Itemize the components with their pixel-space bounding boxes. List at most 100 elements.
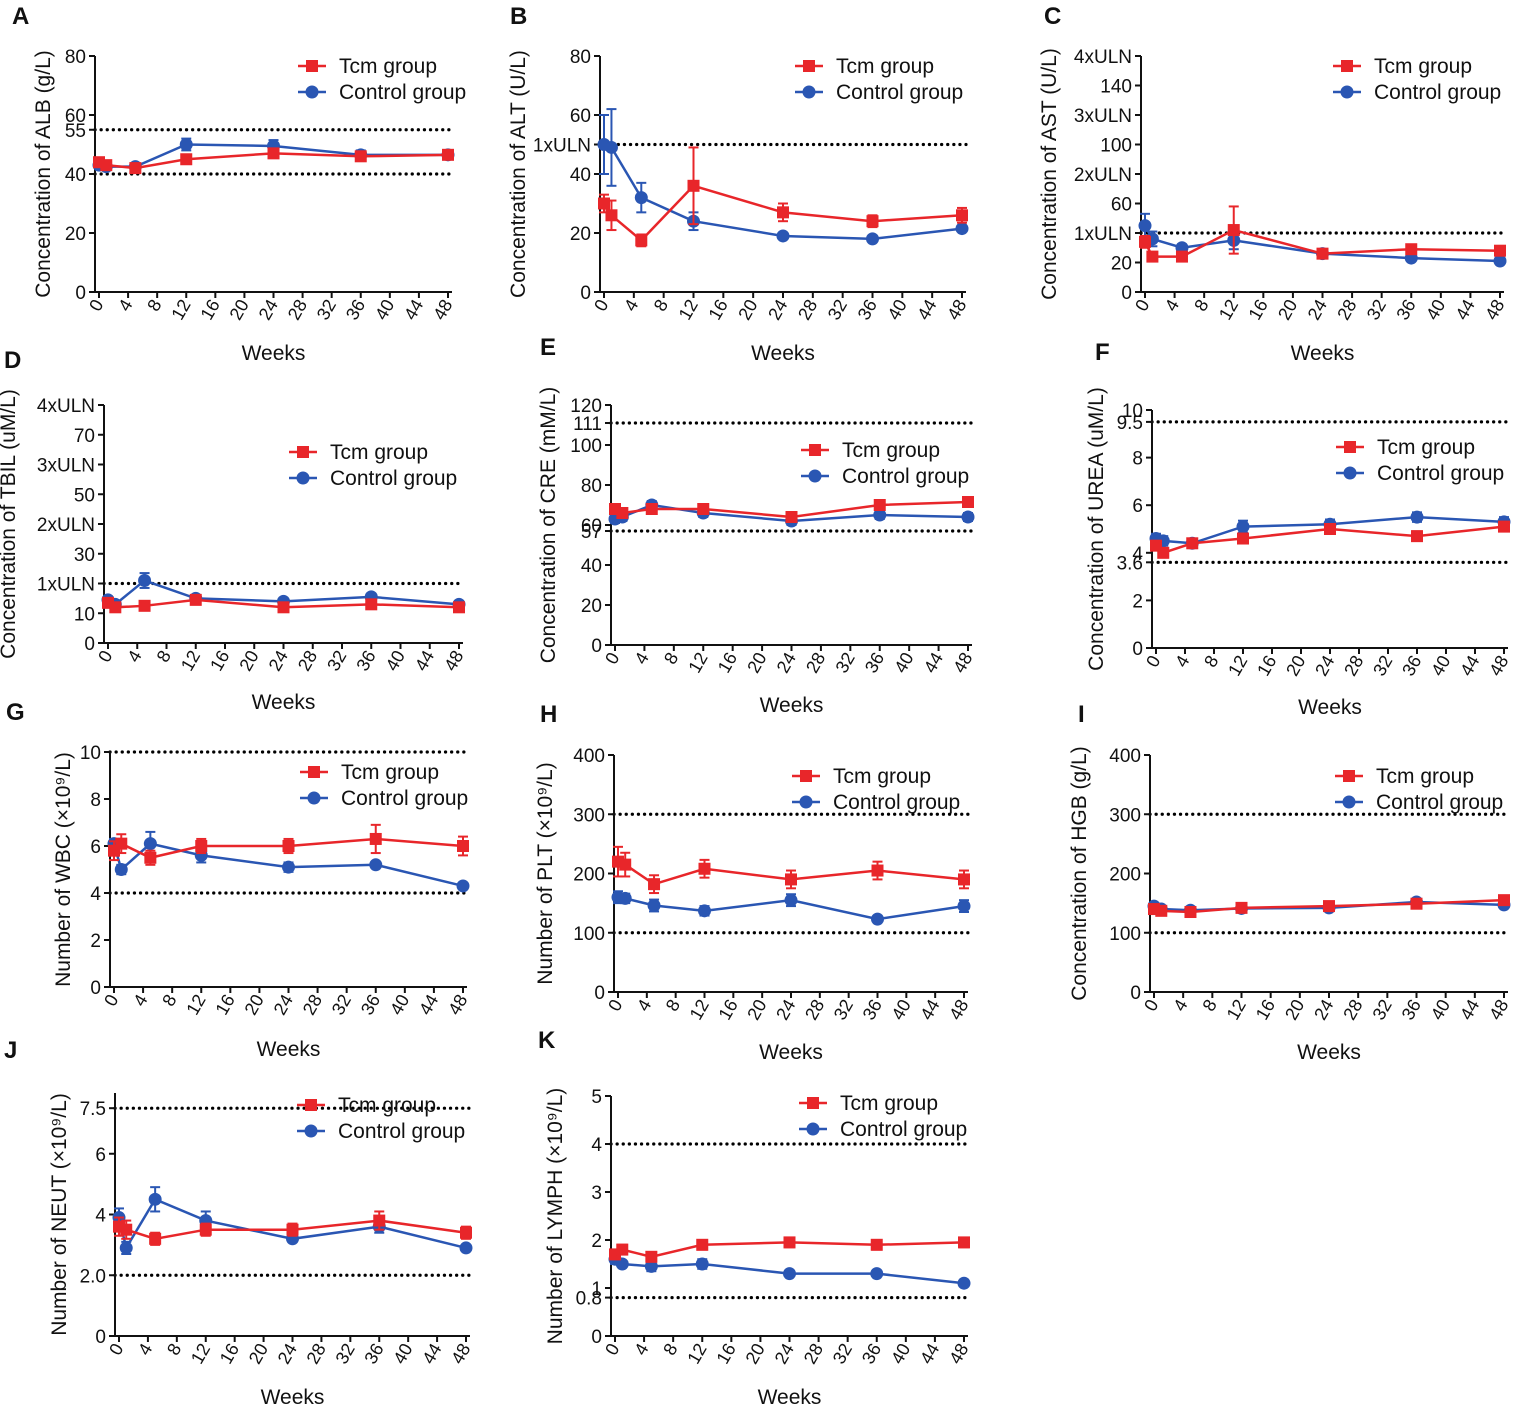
- data-point: [957, 1276, 971, 1290]
- legend-label: Tcm group: [833, 765, 931, 788]
- x-tick-label: 28: [1339, 996, 1366, 1023]
- x-tick-label: 12: [686, 996, 713, 1023]
- x-tick-label: 20: [742, 1340, 769, 1367]
- x-tick-label: 16: [714, 649, 741, 676]
- y-axis-title: Concentration of UREA (uM/L): [1085, 387, 1108, 671]
- y-tick-label: 8: [1132, 449, 1143, 470]
- series-control: [107, 830, 470, 893]
- x-tick-label: 16: [1253, 652, 1280, 679]
- x-tick-label: 4: [123, 647, 145, 666]
- legend-label: Tcm group: [842, 439, 940, 462]
- y-tick-label: 111: [573, 414, 602, 435]
- x-tick-label: 0: [100, 991, 122, 1010]
- x-tick-label: 40: [1427, 996, 1454, 1023]
- x-tick-label: 44: [916, 996, 943, 1023]
- data-point: [604, 140, 618, 154]
- y-tick-label: 0: [95, 1327, 106, 1348]
- y-axis-title: Concentration of AST (U/L): [1038, 48, 1061, 300]
- x-tick-label: 40: [386, 991, 413, 1018]
- data-point: [647, 898, 661, 912]
- series-tcm: [113, 1210, 472, 1246]
- x-tick-label: 44: [916, 1340, 943, 1367]
- data-point: [1410, 897, 1423, 910]
- x-tick-label: 32: [830, 996, 857, 1023]
- data-point: [870, 1267, 884, 1281]
- x-tick-label: 12: [167, 296, 194, 323]
- legend: Tcm group Control group: [289, 441, 457, 490]
- x-tick-label: 40: [382, 647, 409, 674]
- y-tick-label: 3: [591, 1183, 602, 1204]
- legend-marker: [1340, 85, 1354, 99]
- x-tick-label: 24: [265, 647, 292, 674]
- x-tick-label: 40: [883, 296, 910, 323]
- data-point: [955, 222, 969, 236]
- y-tick-label: 0.8: [576, 1289, 602, 1310]
- legend: Tcm group Control group: [792, 765, 960, 814]
- panel-letter: K: [538, 1027, 556, 1054]
- data-point: [866, 232, 879, 246]
- y-tick-label: 400: [573, 746, 605, 767]
- x-axis-title: Weeks: [242, 342, 306, 365]
- x-tick-label: 0: [1140, 996, 1162, 1015]
- y-tick-label: 6: [1132, 496, 1143, 517]
- x-tick-label: 16: [1244, 296, 1271, 323]
- data-point: [615, 1257, 629, 1271]
- data-point: [645, 503, 658, 515]
- x-tick-label: 44: [1456, 652, 1483, 679]
- data-point: [785, 873, 797, 886]
- series-tcm: [609, 1236, 970, 1263]
- legend-label: Control group: [840, 1118, 967, 1141]
- x-tick-label: 24: [772, 996, 799, 1023]
- data-point: [1237, 532, 1249, 545]
- x-tick-label: 36: [357, 991, 384, 1018]
- data-point: [369, 858, 383, 872]
- legend: Tcm group Control group: [1335, 765, 1503, 814]
- y-tick-label: 40: [570, 165, 591, 186]
- x-tick-label: 4: [631, 649, 653, 668]
- x-tick-label: 36: [854, 296, 881, 323]
- y-tick-label: 2.0: [80, 1266, 106, 1287]
- y-tick-label: 4: [1132, 544, 1143, 565]
- legend-label: Control group: [341, 787, 468, 810]
- y-tick-label: 3.6: [1117, 553, 1143, 574]
- x-tick-label: 48: [444, 991, 471, 1018]
- data-point: [1235, 901, 1248, 914]
- data-point: [138, 574, 152, 588]
- legend-label: Tcm group: [836, 55, 934, 78]
- y-tick-label: 80: [65, 47, 86, 68]
- data-point: [373, 1214, 386, 1227]
- y-tick-label: 2xULN: [37, 515, 95, 536]
- y-axis-title: Number of NEUT (×10⁹/L): [48, 1093, 71, 1336]
- y-tick-label: 20: [1111, 254, 1132, 275]
- data-point: [644, 1259, 658, 1273]
- y-tick-label: 20: [581, 596, 602, 617]
- x-tick-label: 40: [887, 996, 914, 1023]
- x-tick-label: 40: [887, 1340, 914, 1367]
- x-tick-label: 16: [712, 1340, 739, 1367]
- y-tick-label: 2: [1132, 591, 1143, 612]
- series-tcm: [1148, 894, 1510, 919]
- x-tick-label: 44: [411, 647, 438, 674]
- y-tick-label: 300: [573, 805, 605, 826]
- data-point: [144, 851, 157, 864]
- data-point: [870, 1238, 883, 1251]
- x-tick-label: 20: [235, 647, 262, 674]
- data-point: [119, 1241, 133, 1255]
- x-tick-label: 36: [352, 647, 379, 674]
- x-tick-label: 0: [590, 296, 612, 315]
- y-tick-label: 8: [90, 790, 101, 811]
- data-point: [634, 191, 648, 205]
- data-point: [635, 234, 648, 247]
- x-tick-label: 0: [1131, 296, 1153, 315]
- x-tick-label: 40: [1422, 296, 1449, 323]
- y-axis-title: Number of PLT (×10⁹/L): [534, 762, 557, 984]
- x-tick-label: 24: [1304, 296, 1331, 323]
- x-tick-label: 4: [620, 296, 642, 315]
- legend-label: Tcm group: [330, 441, 428, 464]
- x-tick-label: 24: [274, 1340, 301, 1367]
- x-tick-label: 36: [861, 649, 888, 676]
- series-control: [597, 108, 969, 246]
- data-point: [645, 1250, 658, 1263]
